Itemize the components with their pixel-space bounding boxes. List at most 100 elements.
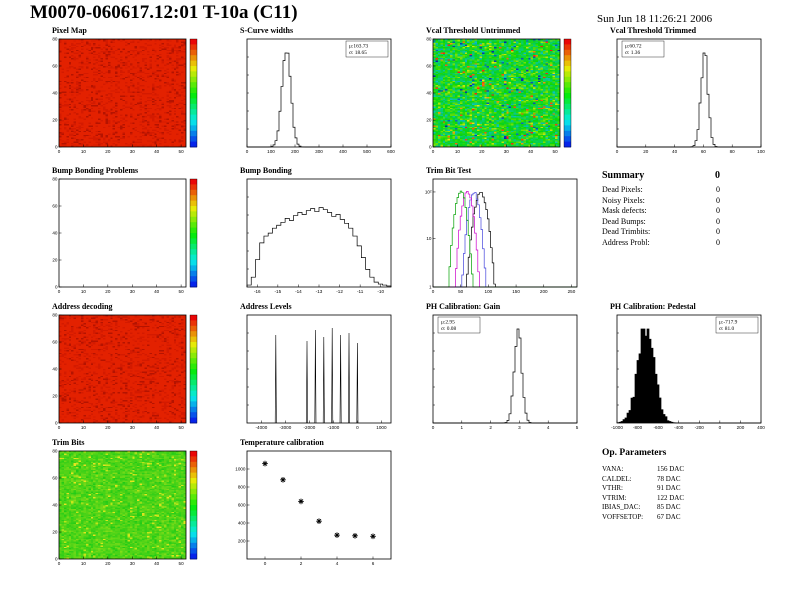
svg-text:-13: -13 — [316, 289, 323, 294]
svg-text:50: 50 — [458, 289, 464, 294]
pixel-map-title: Pixel Map — [52, 26, 87, 35]
bump-problems-plot: 0 10 20 30 40 50 0 20 40 60 80 — [44, 175, 210, 299]
svg-text:0: 0 — [58, 425, 61, 430]
temp-cal-plot: 0 2 4 6 200 400 600 800 1000 — [232, 447, 398, 571]
svg-text:0: 0 — [246, 149, 249, 154]
svg-text:20: 20 — [643, 149, 649, 154]
svg-text:-11: -11 — [357, 289, 364, 294]
op-parameter-row: VTHR: 91 DAC — [602, 484, 702, 494]
svg-text:10: 10 — [81, 149, 87, 154]
panel-scurve-widths: S-Curve widths 0 100 200 300 400 500 600 μ:163.… — [232, 26, 398, 162]
svg-text:400: 400 — [757, 425, 765, 430]
page-title: M0070-060617.12:01 T-10a (C11) — [30, 2, 298, 23]
svg-text:40: 40 — [154, 289, 160, 294]
svg-text:σ: 0.08: σ: 0.08 — [441, 326, 456, 332]
svg-text:800: 800 — [238, 485, 246, 490]
svg-text:40: 40 — [52, 503, 58, 508]
op-parameter-row: CALDEL: 78 DAC — [602, 475, 702, 485]
svg-text:50: 50 — [179, 289, 185, 294]
summary-row: Dead Trimbits: 0 — [602, 227, 720, 238]
svg-text:-14: -14 — [295, 289, 302, 294]
svg-text:-400: -400 — [674, 425, 684, 430]
svg-text:80: 80 — [52, 313, 58, 318]
svg-text:1000: 1000 — [376, 425, 387, 430]
svg-text:0: 0 — [55, 421, 58, 426]
summary-row-value: 0 — [716, 195, 720, 205]
svg-text:200: 200 — [238, 539, 246, 544]
svg-text:10²: 10² — [425, 190, 432, 195]
svg-text:4: 4 — [336, 561, 339, 566]
bump-bonding-plot: -16 -15 -14 -13 -12 -11 -10 — [232, 175, 398, 299]
svg-text:-3000: -3000 — [280, 425, 292, 430]
panel-ph-pedestal: PH Calibration: Pedestal -1000 -800 -600 -4… — [602, 302, 768, 438]
svg-text:-16: -16 — [254, 289, 261, 294]
ph-pedestal-plot: -1000 -800 -600 -400 -200 0 200 400 μ:-717.9 σ: 8… — [602, 311, 768, 435]
summary-row-label: Mask defects: — [602, 206, 647, 215]
ph-gain-chart-svg: 0 1 2 3 4 5 μ:2.95σ: 0.08 — [432, 314, 579, 430]
panel-bump-problems: Bump Bonding Problems 0 10 20 30 40 50 0 20 40 60… — [44, 166, 210, 302]
op-parameter-label: VANA: — [602, 465, 624, 473]
svg-text:20: 20 — [52, 394, 58, 399]
svg-text:10: 10 — [81, 425, 87, 430]
svg-text:-12: -12 — [336, 289, 343, 294]
bump-problems-chart-svg: 0 10 20 30 40 50 0 20 40 60 80 — [52, 177, 198, 294]
svg-text:80: 80 — [52, 177, 58, 182]
svg-text:-800: -800 — [633, 425, 643, 430]
svg-text:20: 20 — [52, 258, 58, 263]
ph-pedestal-chart-svg: -1000 -800 -600 -400 -200 0 200 400 μ:-717.9σ: 8… — [611, 314, 765, 430]
summary-chip-value: 0 — [715, 170, 720, 181]
op-parameter-value: 78 DAC — [657, 474, 681, 483]
svg-text:μ:60.72: μ:60.72 — [625, 44, 642, 50]
svg-text:400: 400 — [238, 521, 246, 526]
address-levels-chart-svg: -4000 -3000 -2000 -1000 0 1000 — [246, 314, 392, 430]
vcal-untrimmed-title: Vcal Threshold Untrimmed — [426, 26, 521, 35]
svg-text:30: 30 — [130, 561, 136, 566]
summary-row-value: 0 — [716, 206, 720, 215]
op-parameter-value: 156 DAC — [657, 465, 685, 473]
panel-trimbit-test: Trim Bit Test 0 50 100 150 200 250 1 10 10² — [418, 166, 584, 302]
trimbit-test-plot: 0 50 100 150 200 250 1 10 10² — [418, 175, 584, 299]
op-parameters-panel: Op. Parameters VANA: 156 DAC CALDEL: 78 … — [602, 448, 702, 522]
svg-text:50: 50 — [179, 561, 185, 566]
ph-pedestal-title: PH Calibration: Pedestal — [610, 302, 696, 311]
svg-text:80: 80 — [426, 37, 432, 42]
svg-text:μ:2.95: μ:2.95 — [441, 320, 455, 326]
svg-text:0: 0 — [616, 149, 619, 154]
vcal-untrimmed-chart-svg: 0 10 20 30 40 50 0 20 40 60 80 — [426, 37, 572, 154]
svg-text:80: 80 — [52, 37, 58, 42]
svg-text:0: 0 — [719, 425, 722, 430]
svg-text:400: 400 — [339, 149, 347, 154]
svg-text:20: 20 — [426, 118, 432, 123]
svg-text:200: 200 — [540, 289, 548, 294]
svg-text:50: 50 — [179, 149, 185, 154]
svg-text:-1000: -1000 — [328, 425, 340, 430]
temp-cal-title: Temperature calibration — [240, 438, 324, 447]
svg-text:40: 40 — [52, 367, 58, 372]
panel-temp-cal: Temperature calibration 0 2 4 6 200 400 600 800… — [232, 438, 398, 574]
svg-text:40: 40 — [52, 91, 58, 96]
address-decoding-title: Address decoding — [52, 302, 113, 311]
vcal-untrimmed-heatmap-canvas — [433, 39, 560, 147]
ph-gain-title: PH Calibration: Gain — [426, 302, 501, 311]
svg-text:0: 0 — [432, 425, 435, 430]
svg-text:μ:163.73: μ:163.73 — [349, 44, 369, 50]
svg-text:40: 40 — [52, 231, 58, 236]
svg-text:-2000: -2000 — [304, 425, 316, 430]
vcal-untrimmed-plot: 0 10 20 30 40 50 0 20 40 60 80 — [418, 35, 584, 159]
panel-trim-bits: Trim Bits 0 10 20 30 40 50 0 20 40 60 80 — [44, 438, 210, 574]
vcal-trimmed-plot: 0 20 40 60 80 100 μ:60.72 σ: 1.36 — [602, 35, 768, 159]
bump-bonding-title: Bump Bonding — [240, 166, 292, 175]
svg-text:1: 1 — [461, 425, 464, 430]
svg-text:60: 60 — [426, 64, 432, 69]
svg-text:-1000: -1000 — [611, 425, 623, 430]
svg-text:0: 0 — [432, 149, 435, 154]
address-levels-title: Address Levels — [240, 302, 292, 311]
op-parameter-row: VTRIM: 122 DAC — [602, 494, 702, 504]
summary-row-value: 0 — [716, 216, 720, 226]
svg-text:150: 150 — [512, 289, 520, 294]
panel-vcal-trimmed: Vcal Threshold Trimmed 0 20 40 60 80 100 μ:60.… — [602, 26, 768, 162]
svg-text:1000: 1000 — [235, 467, 246, 472]
bump-bonding-chart-svg: -16 -15 -14 -13 -12 -11 -10 — [246, 178, 392, 294]
op-parameter-label: VOFFSETOP: — [602, 512, 644, 521]
temp-cal-chart-svg: 0 2 4 6 200 400 600 800 1000 — [235, 450, 392, 566]
